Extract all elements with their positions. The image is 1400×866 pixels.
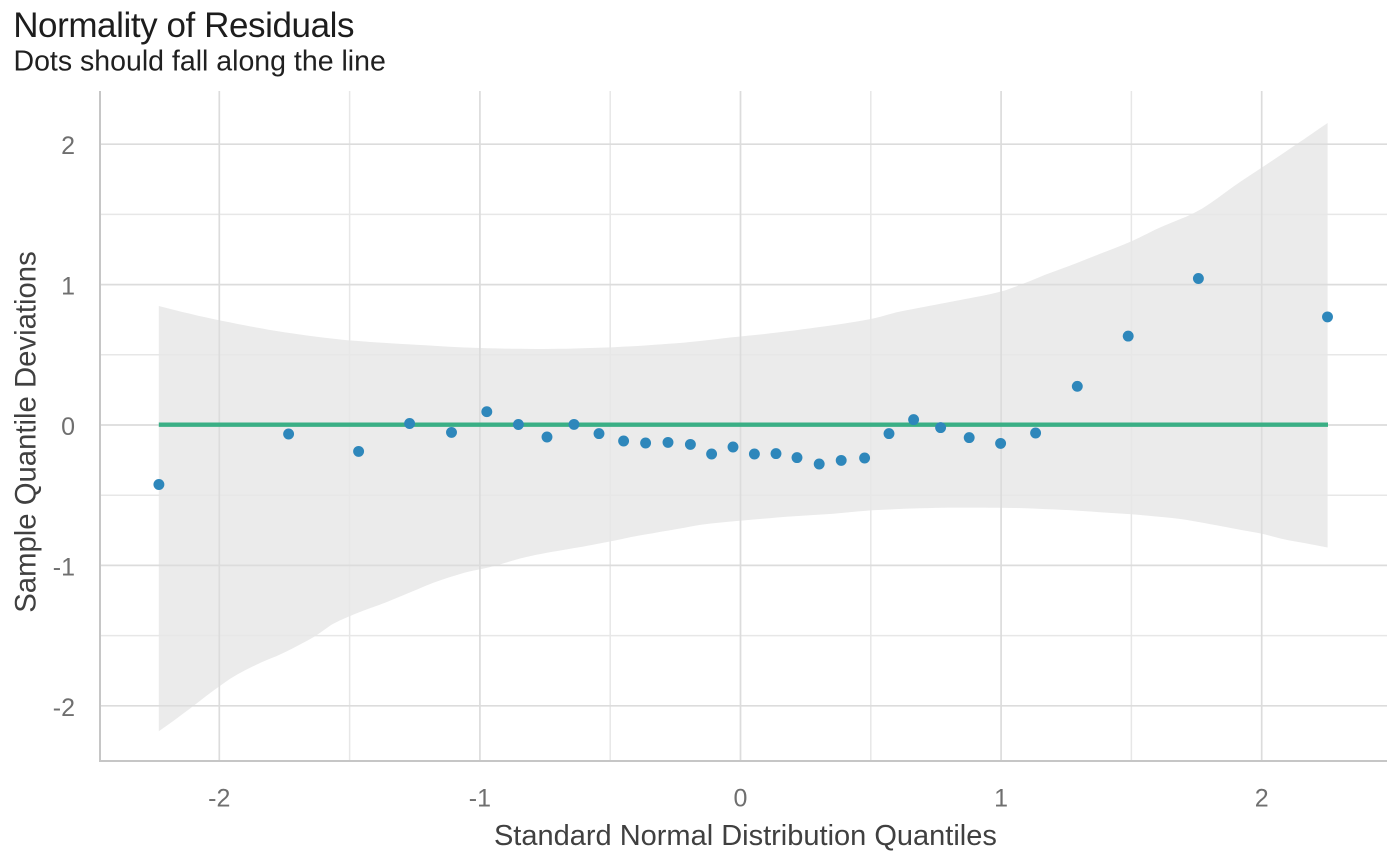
svg-text:-1: -1 <box>469 784 491 812</box>
svg-text:-2: -2 <box>208 784 230 812</box>
svg-text:2: 2 <box>61 132 75 160</box>
svg-text:1: 1 <box>61 273 75 301</box>
svg-text:0: 0 <box>734 784 748 812</box>
svg-text:2: 2 <box>1255 784 1269 812</box>
svg-text:-2: -2 <box>53 694 75 722</box>
svg-text:0: 0 <box>61 413 75 441</box>
svg-text:Standard Normal Distribution Q: Standard Normal Distribution Quantiles <box>494 820 997 852</box>
svg-text:1: 1 <box>994 784 1008 812</box>
svg-text:-1: -1 <box>53 553 75 581</box>
svg-text:Normality of Residuals: Normality of Residuals <box>13 6 354 45</box>
svg-text:Dots should fall along the lin: Dots should fall along the line <box>14 46 386 78</box>
svg-text:Sample Quantile Deviations: Sample Quantile Deviations <box>10 251 43 613</box>
